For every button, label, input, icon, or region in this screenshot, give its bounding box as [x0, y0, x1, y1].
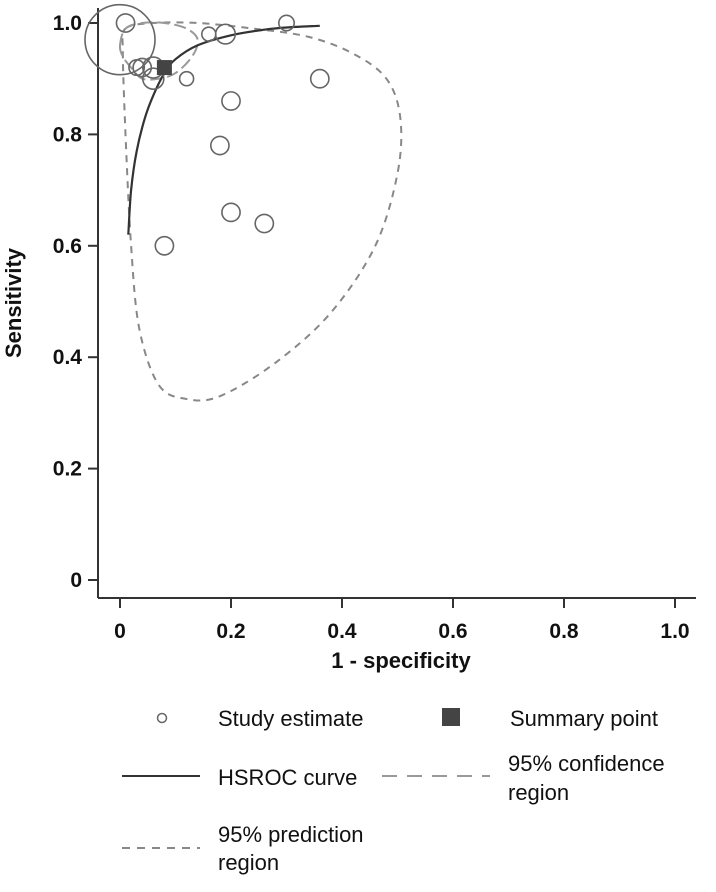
legend-study-label: Study estimate [218, 706, 364, 731]
study-estimate-point [154, 235, 175, 256]
y-ticks: 0 0.2 0.4 0.6 0.8 1.0 [53, 12, 98, 592]
study-estimate-point [209, 135, 230, 156]
legend-hsroc-label: HSROC curve [218, 765, 357, 790]
legend-prediction-label-line2: region [218, 850, 279, 875]
legend-summary-symbol [442, 708, 460, 726]
prediction-region-outline [121, 21, 403, 402]
y-axis-title: Sensitivity [1, 247, 26, 358]
confidence-region-outline [118, 21, 199, 81]
legend-confidence-label-line2: region [508, 780, 569, 805]
x-tick-label: 0 [114, 620, 126, 643]
study-estimate-point [178, 70, 195, 87]
study-points [84, 3, 330, 256]
x-tick-label: 0.8 [549, 620, 579, 643]
study-estimate-point [221, 202, 241, 223]
study-estimate-point [221, 91, 241, 111]
legend-summary-label: Summary point [510, 706, 658, 731]
y-tick-label: 0.2 [53, 458, 82, 481]
y-tick-label: 0.8 [53, 123, 83, 146]
study-estimate-point [277, 14, 295, 32]
study-estimate-point [254, 213, 275, 234]
x-axis-title: 1 - specificity [331, 648, 471, 673]
x-tick-label: 0.2 [216, 620, 245, 643]
y-tick-label: 1.0 [53, 12, 82, 35]
y-tick-label: 0.6 [53, 235, 82, 258]
study-estimate-point [309, 68, 330, 89]
x-ticks: 0 0.2 0.4 0.6 0.8 1.0 [114, 598, 690, 643]
x-tick-label: 0.4 [327, 620, 357, 643]
study-estimate-point [84, 3, 156, 76]
y-tick-label: 0.4 [53, 346, 83, 369]
axes [97, 8, 696, 599]
legend-confidence-label-line1: 95% confidence [508, 751, 665, 776]
study-estimate-point [201, 26, 217, 42]
x-tick-label: 0.6 [438, 620, 467, 643]
study-estimate-point [115, 13, 136, 33]
legend: Study estimate Summary point HSROC curve… [122, 706, 665, 875]
study-estimate-point [142, 67, 165, 90]
x-tick-label: 1.0 [660, 620, 689, 643]
y-tick-label: 0 [70, 569, 82, 592]
legend-study-symbol [156, 712, 168, 724]
legend-prediction-label-line1: 95% prediction [218, 822, 364, 847]
summary-point-marker [156, 60, 172, 76]
regions [118, 21, 403, 402]
study-estimate-point [214, 23, 237, 45]
